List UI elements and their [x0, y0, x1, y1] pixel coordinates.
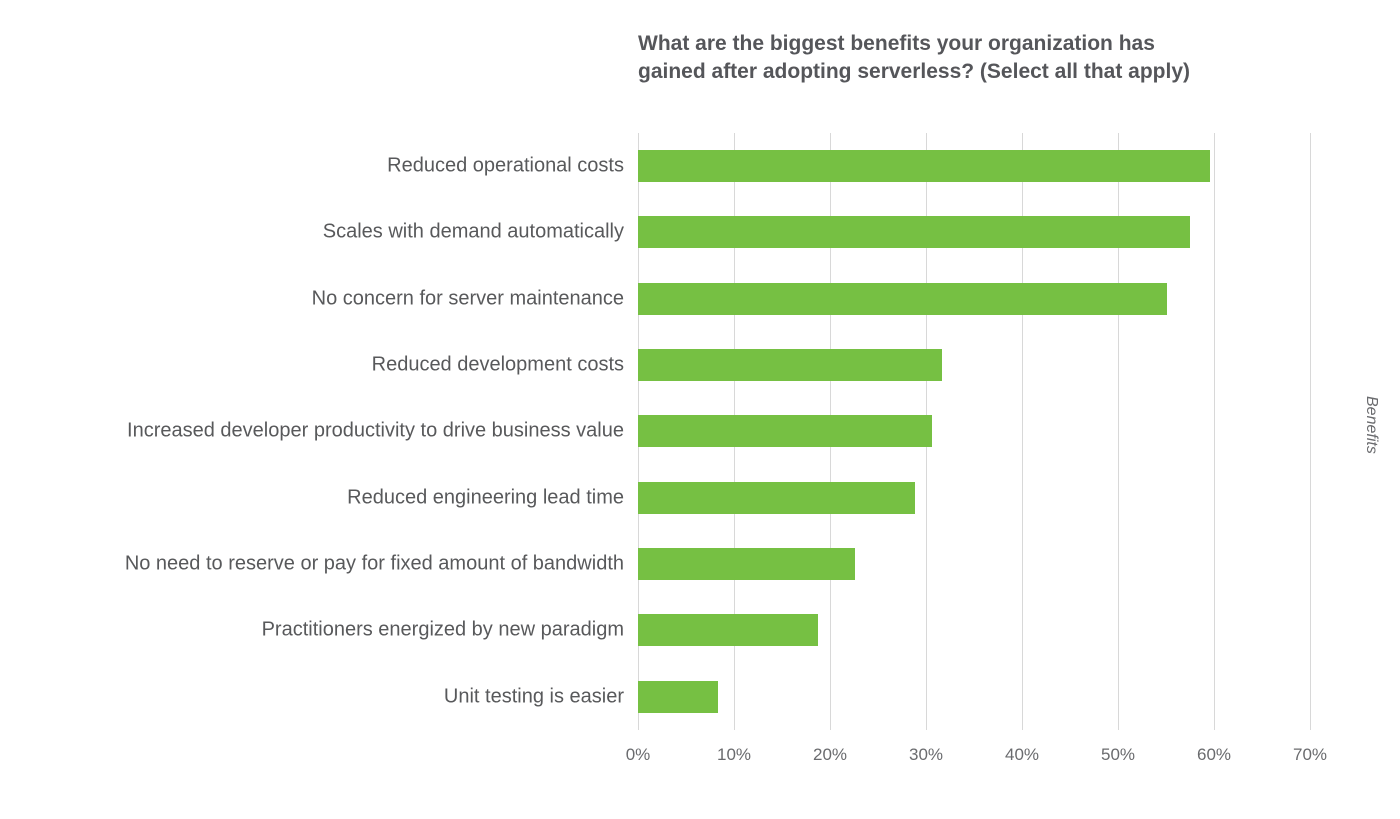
bar [638, 282, 1167, 315]
category-label: Reduced operational costs [387, 154, 624, 177]
bar-row: Practitioners energized by new paradigm [262, 597, 1310, 663]
chart-title: What are the biggest benefits your organ… [638, 32, 1190, 84]
gridline [1118, 133, 1119, 730]
x-axis-ticks: 0% 10% 20% 30% 40% 50% 60% 70% [626, 745, 1327, 771]
bar-row: No need to reserve or pay for fixed amou… [125, 531, 1310, 597]
bar [638, 680, 718, 713]
category-label: No need to reserve or pay for fixed amou… [124, 552, 624, 575]
x-tick-label: 30% [908, 745, 944, 764]
bar [638, 349, 943, 382]
y-axis-label: Benefits [1363, 396, 1380, 454]
bar [638, 548, 855, 581]
category-label: Increased developer productivity to driv… [127, 419, 624, 442]
bar [638, 614, 819, 647]
plot-area: Reduced operational costs Scales with dem… [125, 133, 1311, 730]
x-tick-label: 40% [1004, 745, 1040, 764]
bar-row: Scales with demand automatically [323, 199, 1310, 265]
category-label: Scales with demand automatically [322, 220, 624, 243]
bar [638, 150, 1211, 183]
bar [638, 481, 916, 514]
x-tick-label: 60% [1196, 745, 1232, 764]
gridline [1310, 133, 1311, 730]
category-label: Reduced engineering lead time [347, 486, 624, 509]
bar-row: Increased developer productivity to driv… [127, 398, 1310, 464]
x-tick-label: 20% [812, 745, 848, 764]
category-label: Practitioners energized by new paradigm [261, 618, 624, 641]
x-tick-label: 70% [1292, 745, 1328, 764]
category-label: Unit testing is easier [443, 685, 624, 708]
bar [638, 216, 1190, 249]
x-tick-label: 50% [1100, 745, 1136, 764]
bar-row: No concern for server maintenance [312, 266, 1310, 332]
gridline [1022, 133, 1023, 730]
bar-row: Reduced development costs [372, 332, 1310, 398]
bar-row: Reduced operational costs [387, 133, 1310, 199]
bar-rows: Reduced operational costs Scales with dem… [125, 133, 1310, 730]
bar-row: Reduced engineering lead time [347, 465, 1310, 531]
bar [638, 415, 932, 448]
x-tick-label: 0% [625, 745, 651, 764]
category-label: No concern for server maintenance [311, 287, 624, 310]
x-tick-label: 10% [716, 745, 752, 764]
bar-row: Unit testing is easier [444, 664, 1310, 730]
category-label: Reduced development costs [371, 353, 624, 376]
gridline [1214, 133, 1215, 730]
